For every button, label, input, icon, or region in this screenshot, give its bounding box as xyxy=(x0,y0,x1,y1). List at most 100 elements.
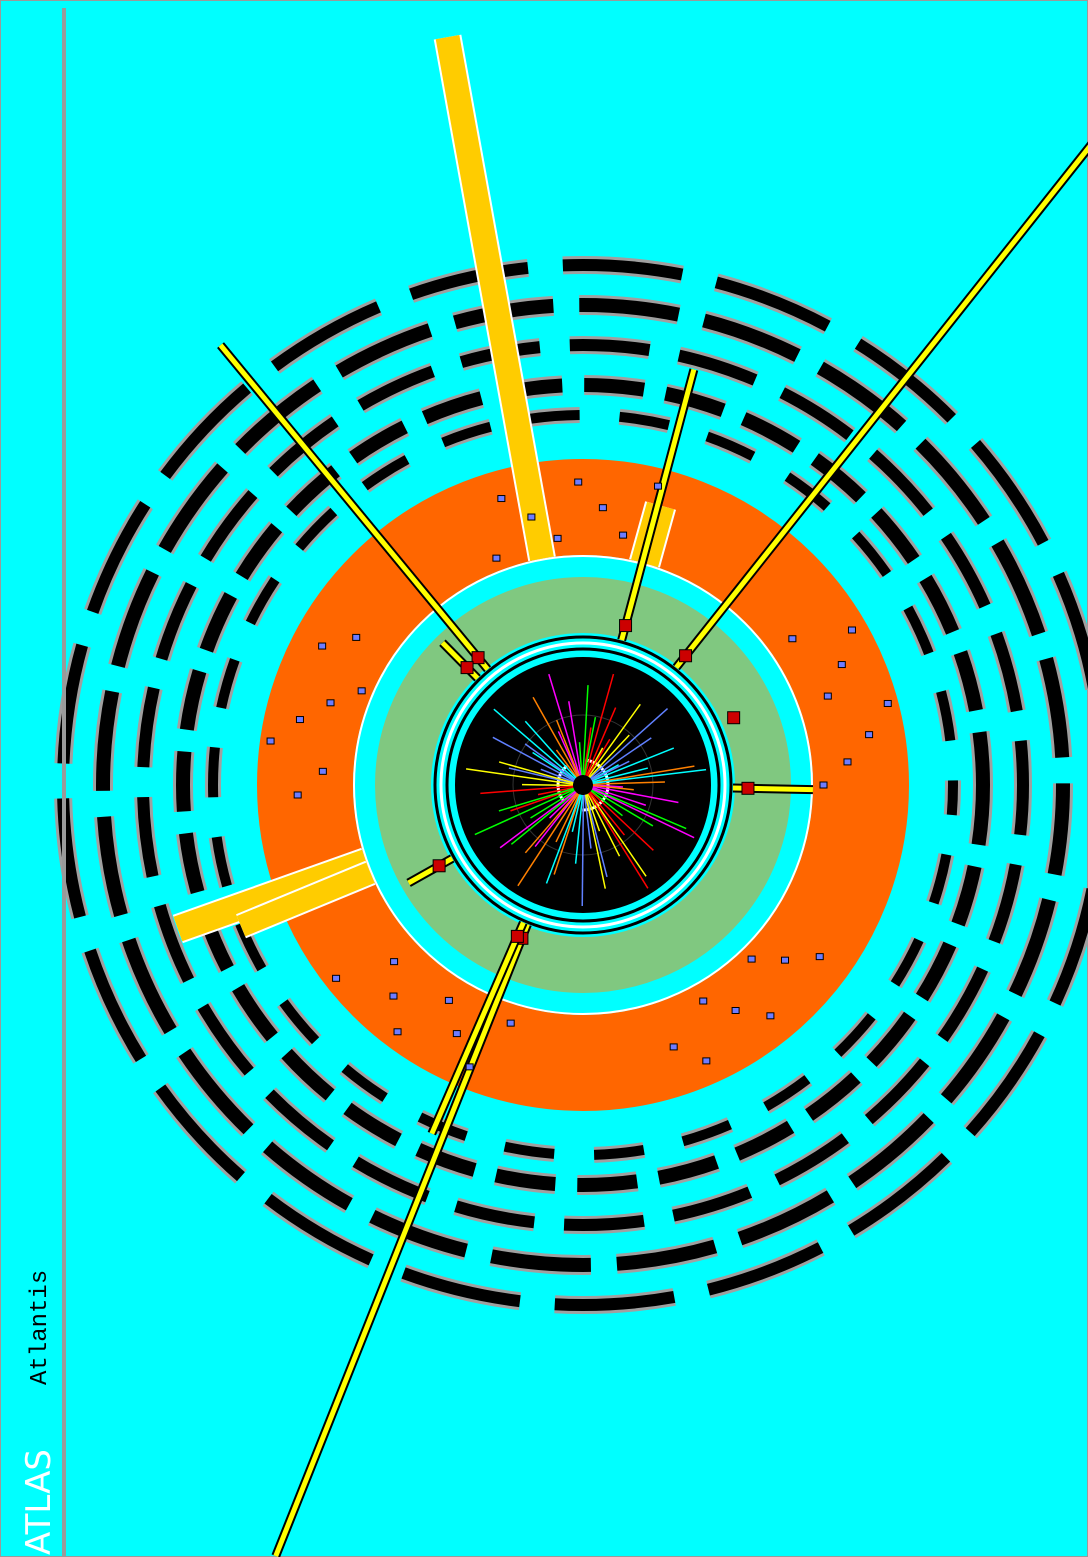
cell-hit xyxy=(432,859,446,873)
track xyxy=(586,738,611,777)
muon-chamber xyxy=(208,410,958,1160)
track xyxy=(555,793,580,843)
track xyxy=(548,673,581,776)
cell xyxy=(465,1063,474,1071)
track xyxy=(524,792,578,854)
cell xyxy=(444,996,453,1004)
track xyxy=(574,794,584,864)
track xyxy=(591,788,695,839)
cell xyxy=(819,781,828,789)
cell xyxy=(318,767,327,775)
track xyxy=(586,793,601,832)
track xyxy=(530,790,576,819)
track xyxy=(498,761,574,784)
jet xyxy=(218,343,490,671)
track xyxy=(591,788,654,827)
trt-edge xyxy=(439,641,727,929)
muon-chamber xyxy=(137,339,1029,1231)
cell xyxy=(781,956,790,964)
track xyxy=(510,791,577,845)
track xyxy=(480,785,574,795)
track xyxy=(532,751,575,781)
cell xyxy=(883,699,892,707)
cell xyxy=(332,974,341,982)
cell xyxy=(295,716,304,724)
track xyxy=(590,790,654,851)
cell xyxy=(766,1012,775,1020)
cell xyxy=(318,642,327,650)
track xyxy=(588,792,649,889)
track xyxy=(583,716,597,776)
cell xyxy=(702,1057,711,1065)
cell xyxy=(527,513,536,521)
cell xyxy=(492,554,501,562)
cell xyxy=(390,958,399,966)
logo: ATLAS xyxy=(19,1449,59,1555)
jet xyxy=(674,144,1088,670)
track xyxy=(545,794,581,884)
energy-tower xyxy=(435,35,554,561)
track xyxy=(589,707,669,779)
track xyxy=(582,685,589,776)
cell-hit xyxy=(741,781,755,795)
track xyxy=(466,768,574,785)
cell xyxy=(669,1043,678,1051)
track xyxy=(498,787,574,812)
cell xyxy=(357,687,366,695)
jet xyxy=(619,368,697,641)
jet xyxy=(429,921,526,1135)
cell xyxy=(865,731,874,739)
track xyxy=(592,765,695,784)
cell xyxy=(497,495,506,503)
track xyxy=(555,749,578,778)
track xyxy=(592,785,679,804)
cell xyxy=(654,482,663,490)
track xyxy=(524,743,576,781)
cell xyxy=(823,692,832,700)
cell xyxy=(699,997,708,1005)
track xyxy=(584,794,607,889)
track xyxy=(555,719,580,777)
cell xyxy=(553,534,562,542)
track xyxy=(585,794,608,878)
cell-hit xyxy=(619,619,633,633)
track xyxy=(592,784,634,791)
track xyxy=(592,781,665,785)
track xyxy=(581,794,585,907)
cell xyxy=(266,737,275,745)
cell-hit xyxy=(510,929,524,943)
track xyxy=(588,792,647,877)
track xyxy=(583,794,592,849)
detector xyxy=(54,34,1088,1557)
cell xyxy=(452,1030,461,1038)
track xyxy=(510,788,575,812)
track xyxy=(591,747,675,782)
track xyxy=(492,736,575,782)
track xyxy=(549,791,577,819)
jet xyxy=(273,923,530,1557)
track xyxy=(517,793,579,887)
track xyxy=(540,768,574,783)
cell xyxy=(788,635,797,643)
track xyxy=(592,768,707,785)
cell xyxy=(506,1019,515,1027)
track xyxy=(571,794,582,832)
track xyxy=(588,734,630,778)
cell xyxy=(352,633,361,641)
inner-detector xyxy=(455,657,711,913)
track xyxy=(592,787,687,830)
track xyxy=(587,703,641,778)
muon-chamber xyxy=(96,298,1070,1272)
cell-hit xyxy=(460,661,474,675)
cell xyxy=(843,758,852,766)
track xyxy=(589,791,626,836)
track xyxy=(578,742,583,776)
track xyxy=(534,792,578,848)
cell xyxy=(747,955,756,963)
cell xyxy=(619,531,628,539)
cell xyxy=(574,478,583,486)
cell xyxy=(598,504,607,512)
energy-tower xyxy=(173,849,371,942)
track xyxy=(474,788,575,836)
